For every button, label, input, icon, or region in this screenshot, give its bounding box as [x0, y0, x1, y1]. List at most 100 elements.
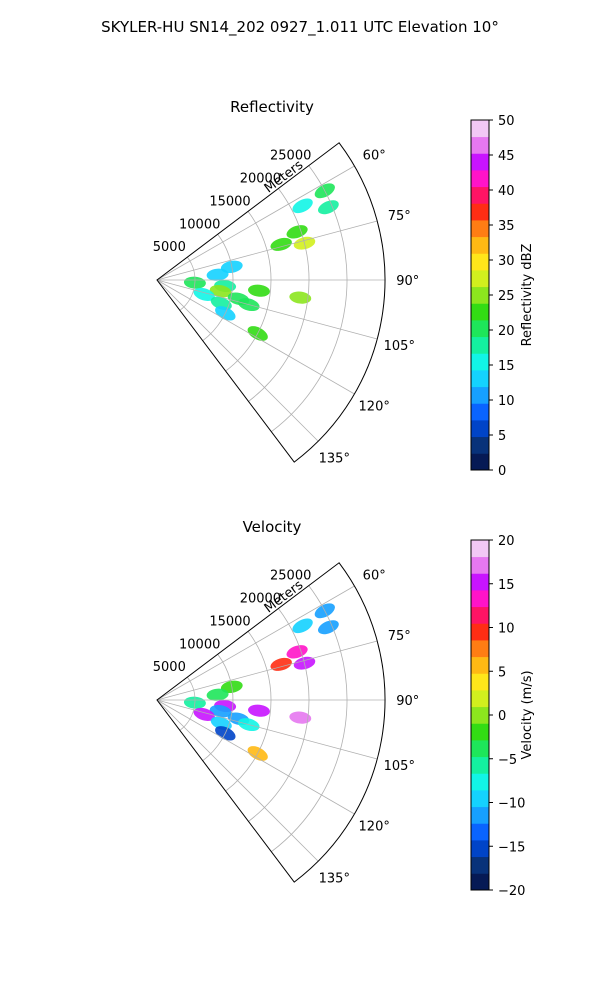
velocity-azimuth-spoke-3 [156, 699, 378, 760]
reflectivity-colorbar-step-5 [471, 370, 489, 388]
velocity-range-tick-label-0: 5000 [153, 660, 186, 675]
velocity-colorbar-step-9 [471, 723, 489, 741]
velocity-colorbar-tick-label-2: −10 [498, 797, 525, 812]
velocity-echo-cell-16 [210, 716, 232, 731]
velocity-echo-cell-10 [248, 704, 270, 717]
reflectivity-colorbar: 0 5 10 15 20 25 30 35 40 45 50 Reflectivity dBZ [470, 114, 535, 479]
velocity-azimuth-spoke-1 [156, 640, 378, 701]
reflectivity-colorbar-step-0 [471, 453, 489, 471]
reflectivity-colorbar-step-12 [471, 253, 489, 271]
velocity-echo-cell-12 [209, 704, 232, 718]
velocity-colorbar-step-14 [471, 640, 489, 658]
velocity-azimuth-spoke-4 [156, 699, 355, 815]
reflectivity-colorbar-step-2 [471, 420, 489, 438]
reflectivity-echo-cell-10 [248, 284, 270, 297]
reflectivity-title: Reflectivity [230, 98, 314, 116]
reflectivity-azimuth-spoke-1 [156, 220, 378, 281]
reflectivity-azimuth-tick-label-1: 75° [388, 209, 411, 224]
velocity-colorbar-tick-label-1: −15 [498, 840, 525, 855]
reflectivity-colorbar-step-11 [471, 270, 489, 288]
velocity-azimuth-spoke-5 [156, 699, 319, 862]
velocity-echo-cell-1 [292, 618, 313, 634]
velocity-colorbar-step-0 [471, 873, 489, 891]
velocity-echo-cell-7 [206, 688, 229, 701]
velocity-colorbar-step-12 [471, 673, 489, 691]
velocity-colorbar-step-4 [471, 806, 489, 824]
reflectivity-colorbar-tick-label-5: 25 [498, 289, 515, 304]
velocity-title: Velocity [243, 518, 302, 536]
reflectivity-azimuth-spoke-5 [156, 279, 319, 442]
velocity-range-ring-1 [202, 654, 234, 762]
velocity-panel: Velocity500010000150002000025000Meters60… [153, 518, 535, 899]
reflectivity-colorbar-tick-label-9: 45 [498, 149, 515, 164]
velocity-colorbar-step-7 [471, 756, 489, 774]
reflectivity-azimuth-tick-label-3: 105° [384, 339, 415, 354]
velocity-colorbar-step-10 [471, 706, 489, 724]
reflectivity-azimuth-spoke-4 [156, 279, 355, 395]
velocity-range-tick-label-4: 25000 [270, 569, 311, 584]
reflectivity-range-ring-1 [202, 234, 234, 342]
velocity-echo-cell-5 [270, 657, 292, 671]
reflectivity-colorbar-tick-label-2: 10 [498, 394, 515, 409]
reflectivity-range-ring-0 [179, 256, 196, 311]
reflectivity-echo-cell-1 [292, 198, 313, 214]
velocity-range-tick-label-2: 15000 [209, 614, 250, 629]
reflectivity-range-tick-label-2: 15000 [209, 194, 250, 209]
velocity-azimuth-tick-label-0: 60° [363, 569, 386, 584]
reflectivity-colorbar-step-20 [471, 120, 489, 138]
velocity-colorbar-step-15 [471, 623, 489, 641]
velocity-colorbar-step-2 [471, 840, 489, 858]
velocity-colorbar-step-8 [471, 740, 489, 758]
velocity-colorbar-tick-label-5: 5 [498, 665, 506, 680]
reflectivity-range-ring-3 [248, 188, 310, 402]
reflectivity-colorbar-step-17 [471, 170, 489, 188]
velocity-azimuth-tick-label-3: 105° [384, 759, 415, 774]
reflectivity-colorbar-tick-label-3: 15 [498, 359, 515, 374]
reflectivity-colorbar-tick-label-8: 40 [498, 184, 515, 199]
velocity-range-ring-4 [271, 585, 348, 853]
reflectivity-colorbar-tick-label-10: 50 [498, 114, 515, 129]
reflectivity-colorbar-step-14 [471, 220, 489, 238]
velocity-azimuth-tick-label-1: 75° [388, 629, 411, 644]
velocity-echo-cell-2 [318, 620, 339, 635]
velocity-colorbar-step-3 [471, 823, 489, 841]
reflectivity-azimuth-tick-label-4: 120° [359, 399, 390, 414]
velocity-range-tick-label-1: 10000 [179, 637, 220, 652]
velocity-range-tick-label-3: 20000 [240, 592, 281, 607]
reflectivity-colorbar-step-4 [471, 386, 489, 404]
reflectivity-echo-cell-2 [318, 200, 339, 215]
reflectivity-radar-echoes [183, 183, 339, 341]
velocity-range-ring-0 [179, 676, 196, 731]
reflectivity-echo-cell-11 [289, 291, 312, 304]
reflectivity-colorbar-tick-label-1: 5 [498, 429, 506, 444]
figure-title: SKYLER-HU SN14_202 0927_1.011 UTC Elevat… [101, 18, 499, 37]
velocity-colorbar: −20 −15 −10 −5 0 5 10 15 20 Velocity (m/s) [470, 534, 535, 899]
reflectivity-colorbar-step-8 [471, 320, 489, 338]
reflectivity-azimuth-spoke-0 [156, 165, 355, 281]
reflectivity-range-ring-2 [225, 211, 272, 372]
velocity-colorbar-step-17 [471, 590, 489, 608]
velocity-colorbar-step-20 [471, 540, 489, 558]
velocity-colorbar-step-13 [471, 656, 489, 674]
velocity-colorbar-step-19 [471, 556, 489, 574]
velocity-echo-cell-11 [289, 711, 312, 724]
reflectivity-range-tick-label-4: 25000 [270, 149, 311, 164]
reflectivity-colorbar-step-10 [471, 286, 489, 304]
reflectivity-azimuth-tick-label-0: 60° [363, 149, 386, 164]
velocity-colorbar-tick-label-3: −5 [498, 753, 517, 768]
velocity-colorbar-tick-label-4: 0 [498, 709, 506, 724]
reflectivity-echo-cell-7 [206, 268, 229, 281]
reflectivity-colorbar-step-18 [471, 153, 489, 171]
velocity-colorbar-step-16 [471, 606, 489, 624]
reflectivity-colorbar-tick-label-7: 35 [498, 219, 515, 234]
reflectivity-range-tick-label-1: 10000 [179, 217, 220, 232]
reflectivity-panel: Reflectivity500010000150002000025000Mete… [153, 98, 535, 479]
reflectivity-colorbar-step-15 [471, 203, 489, 221]
velocity-range-ring-2 [225, 631, 272, 792]
reflectivity-colorbar-step-19 [471, 136, 489, 154]
velocity-sector-frame [156, 562, 386, 883]
velocity-colorbar-label: Velocity (m/s) [520, 670, 535, 759]
reflectivity-colorbar-label: Reflectivity dBZ [520, 244, 535, 347]
velocity-colorbar-step-1 [471, 856, 489, 874]
